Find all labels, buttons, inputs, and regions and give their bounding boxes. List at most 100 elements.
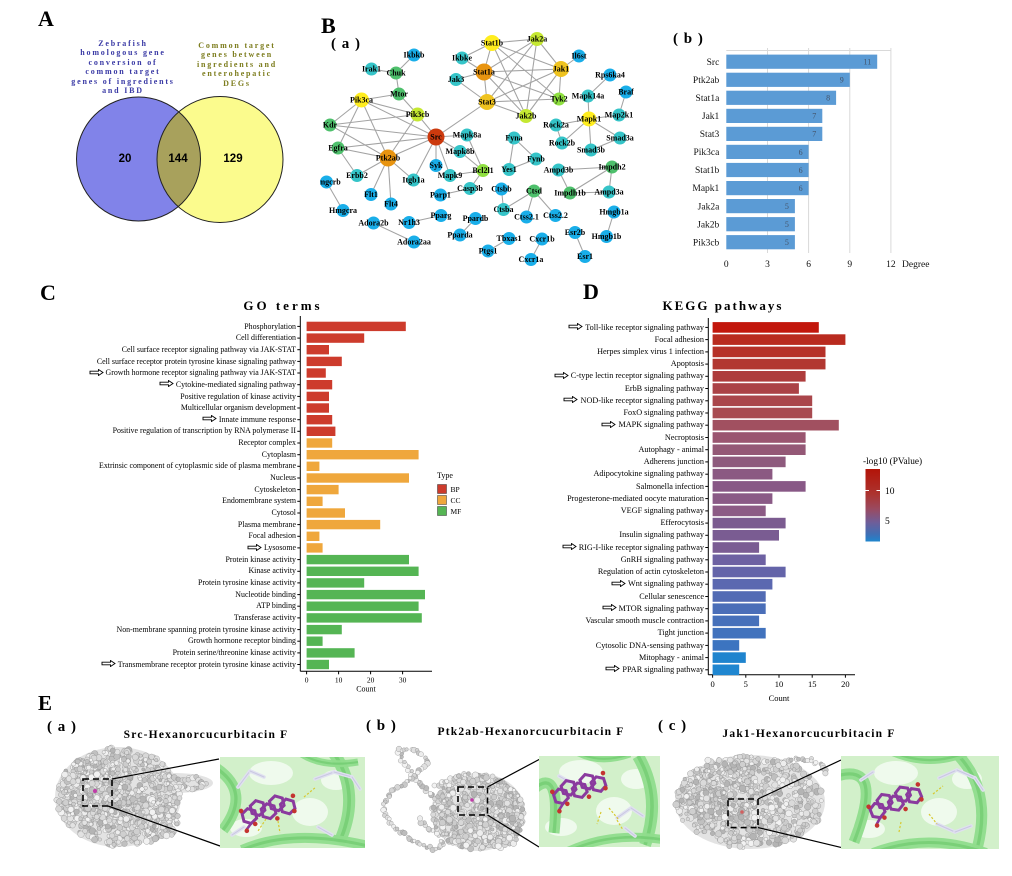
svg-text:Mapk8b: Mapk8b bbox=[446, 147, 475, 156]
svg-text:Count: Count bbox=[356, 685, 376, 694]
svg-text:20: 20 bbox=[367, 676, 375, 685]
svg-text:Braf: Braf bbox=[618, 88, 634, 97]
svg-text:MF: MF bbox=[451, 507, 462, 516]
svg-text:6: 6 bbox=[799, 184, 803, 193]
svg-text:Esr1: Esr1 bbox=[577, 252, 593, 261]
svg-text:Ctsbb: Ctsbb bbox=[491, 185, 512, 194]
svg-text:Jak1: Jak1 bbox=[553, 65, 569, 74]
svg-text:Kdr: Kdr bbox=[323, 121, 338, 130]
svg-text:Jak2a: Jak2a bbox=[698, 202, 720, 212]
svg-text:5: 5 bbox=[785, 238, 789, 247]
svg-text:20: 20 bbox=[119, 153, 132, 165]
svg-text:Rps6ka4: Rps6ka4 bbox=[595, 71, 625, 80]
svg-text:Casp3b: Casp3b bbox=[457, 184, 483, 193]
svg-text:8: 8 bbox=[826, 94, 830, 103]
svg-text:Rock2a: Rock2a bbox=[543, 121, 569, 130]
svg-text:Mapk1: Mapk1 bbox=[692, 184, 719, 194]
svg-text:Hmgb1a: Hmgb1a bbox=[599, 208, 628, 217]
svg-text:Yes1: Yes1 bbox=[501, 165, 517, 174]
svg-text:Pik3cb: Pik3cb bbox=[406, 110, 430, 119]
svg-text:10: 10 bbox=[335, 676, 343, 685]
svg-text:Map2k1: Map2k1 bbox=[605, 111, 633, 120]
svg-text:Jak2b: Jak2b bbox=[516, 112, 537, 121]
svg-text:Mapk8a: Mapk8a bbox=[453, 131, 481, 140]
svg-text:Stat1a: Stat1a bbox=[696, 94, 721, 104]
svg-text:Parp1: Parp1 bbox=[430, 191, 451, 200]
svg-text:Ptk2ab: Ptk2ab bbox=[693, 76, 720, 86]
svg-text:9: 9 bbox=[847, 260, 852, 270]
svg-text:Ctsd: Ctsd bbox=[526, 187, 543, 196]
svg-text:Fynb: Fynb bbox=[527, 155, 545, 164]
svg-text:20: 20 bbox=[841, 679, 850, 689]
svg-text:Jak3: Jak3 bbox=[448, 75, 464, 84]
svg-text:Count: Count bbox=[769, 693, 790, 703]
svg-text:Mapk9: Mapk9 bbox=[438, 171, 462, 180]
svg-text:Ikbkb: Ikbkb bbox=[404, 51, 425, 60]
svg-text:-log10 (PValue): -log10 (PValue) bbox=[863, 456, 922, 467]
svg-text:10: 10 bbox=[885, 487, 895, 497]
svg-text:Cxcr1b: Cxcr1b bbox=[529, 235, 555, 244]
svg-text:0: 0 bbox=[305, 676, 309, 685]
svg-text:Jak2a: Jak2a bbox=[527, 35, 547, 44]
svg-text:Ptk2ab: Ptk2ab bbox=[376, 154, 401, 163]
svg-text:5: 5 bbox=[744, 679, 748, 689]
svg-text:CC: CC bbox=[451, 496, 461, 505]
svg-text:Rock2b: Rock2b bbox=[549, 139, 576, 148]
svg-text:12: 12 bbox=[886, 260, 896, 270]
svg-text:Mapk14a: Mapk14a bbox=[572, 92, 604, 101]
svg-text:Nr1h3: Nr1h3 bbox=[398, 218, 420, 227]
svg-text:Smad3a: Smad3a bbox=[606, 134, 634, 143]
svg-text:0: 0 bbox=[724, 260, 729, 270]
svg-text:Stat1b: Stat1b bbox=[695, 166, 720, 176]
svg-text:Hmgcrb: Hmgcrb bbox=[320, 178, 341, 187]
svg-text:Adora2b: Adora2b bbox=[358, 219, 389, 228]
svg-text:Ampd3b: Ampd3b bbox=[544, 166, 574, 175]
svg-text:Irak1: Irak1 bbox=[362, 65, 381, 74]
svg-text:144: 144 bbox=[168, 153, 188, 165]
svg-text:Erbb2: Erbb2 bbox=[346, 171, 368, 180]
svg-text:Pparg: Pparg bbox=[431, 211, 452, 220]
svg-text:5: 5 bbox=[885, 517, 890, 527]
svg-text:Ptgs1: Ptgs1 bbox=[479, 247, 498, 256]
svg-text:10: 10 bbox=[775, 679, 784, 689]
svg-text:Impdh2: Impdh2 bbox=[598, 163, 625, 172]
svg-text:Jak1: Jak1 bbox=[702, 112, 720, 122]
svg-text:Src: Src bbox=[707, 58, 720, 68]
svg-text:3: 3 bbox=[765, 260, 770, 270]
svg-text:5: 5 bbox=[785, 202, 789, 211]
svg-text:0: 0 bbox=[710, 679, 714, 689]
svg-text:Src: Src bbox=[430, 133, 442, 142]
svg-text:30: 30 bbox=[399, 676, 407, 685]
svg-text:Mapk1: Mapk1 bbox=[577, 115, 601, 124]
svg-text:Stat1a: Stat1a bbox=[473, 68, 495, 77]
svg-text:Ctss2.2: Ctss2.2 bbox=[543, 211, 568, 220]
svg-text:Chuk: Chuk bbox=[386, 69, 406, 78]
svg-text:Hmgb1b: Hmgb1b bbox=[592, 232, 622, 241]
svg-text:Fyna: Fyna bbox=[505, 134, 522, 143]
svg-text:Ppardb: Ppardb bbox=[463, 214, 489, 223]
svg-text:129: 129 bbox=[223, 153, 242, 165]
svg-text:Bcl2l1: Bcl2l1 bbox=[472, 166, 493, 175]
svg-text:Flt4: Flt4 bbox=[384, 200, 398, 209]
svg-text:Hmgcra: Hmgcra bbox=[329, 206, 357, 215]
svg-text:6: 6 bbox=[806, 260, 811, 270]
svg-text:Pparda: Pparda bbox=[447, 231, 472, 240]
svg-text:7: 7 bbox=[812, 112, 816, 121]
svg-text:Flt1: Flt1 bbox=[364, 190, 378, 199]
svg-text:Ampd3a: Ampd3a bbox=[594, 188, 623, 197]
svg-text:Type: Type bbox=[437, 471, 453, 480]
svg-text:Pik3ca: Pik3ca bbox=[350, 96, 373, 105]
svg-text:Stat3: Stat3 bbox=[478, 98, 496, 107]
svg-text:11: 11 bbox=[863, 58, 871, 67]
svg-text:Stat3: Stat3 bbox=[700, 130, 720, 140]
svg-text:BP: BP bbox=[451, 485, 460, 494]
svg-text:Jak2b: Jak2b bbox=[697, 220, 719, 230]
svg-text:Ctss2.1: Ctss2.1 bbox=[514, 213, 539, 222]
svg-text:Smad3b: Smad3b bbox=[577, 146, 606, 155]
svg-text:5: 5 bbox=[785, 220, 789, 229]
svg-text:Tyk2: Tyk2 bbox=[550, 95, 567, 104]
svg-text:Tbxas1: Tbxas1 bbox=[497, 234, 522, 243]
svg-text:15: 15 bbox=[808, 679, 817, 689]
svg-text:Egfra: Egfra bbox=[328, 144, 348, 153]
svg-text:Itgb1a: Itgb1a bbox=[402, 176, 424, 185]
